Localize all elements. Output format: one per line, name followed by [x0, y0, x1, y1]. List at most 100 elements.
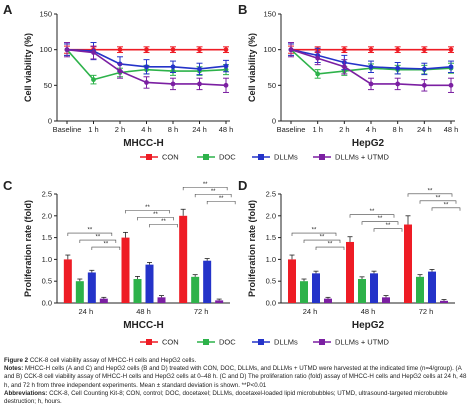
bar: [133, 279, 142, 303]
bar: [416, 276, 424, 303]
x-tick-label: 1 h: [88, 125, 98, 134]
x-tick-label: 24 h: [192, 125, 207, 134]
panel-letter: B: [238, 2, 247, 17]
legend-swatch: [203, 339, 209, 345]
legend-swatch: [319, 339, 325, 345]
legend-swatch: [258, 154, 264, 160]
group-title: MHCC-H: [123, 138, 164, 149]
legend-label: DLLMs: [274, 338, 298, 347]
legend-label: DLLMs: [274, 153, 298, 162]
data-point: [144, 47, 149, 53]
x-tick-label: 4 h: [366, 125, 376, 134]
data-point: [368, 81, 374, 87]
y-tick-label: 0.5: [266, 277, 276, 286]
legend-swatch: [146, 154, 152, 160]
data-point: [91, 77, 96, 83]
legend-swatch: [319, 154, 325, 160]
significance-bracket: [79, 239, 117, 244]
bar: [157, 297, 166, 303]
data-point: [170, 47, 176, 53]
panel-b: B 0 50 100 150 Cell viability (%) Baseline 1 h 2…: [238, 2, 458, 149]
group-title: MHCC-H: [123, 320, 164, 331]
legend-bottom: CON DOC DLLMs DLLMs + UTMD: [140, 338, 390, 347]
x-tick-label: 2 h: [115, 125, 125, 134]
significance-label: **: [145, 205, 150, 211]
x-tick-label: Baseline: [53, 125, 82, 134]
group-title: HepG2: [352, 320, 385, 331]
caption-abbrev-label: Abbreviations:: [4, 389, 48, 397]
panel-a: A 0 50 100 150 Cell viability (%) Baseline 1 h 2…: [3, 2, 233, 149]
significance-bracket: [431, 207, 461, 211]
figure-caption: Figure 2 CCK-8 cell viability assay of M…: [4, 357, 470, 406]
bar: [300, 281, 308, 303]
bar: [179, 215, 188, 303]
significance-bracket: [303, 239, 341, 244]
y-tick-label: 1.5: [266, 233, 276, 242]
x-tick-label: 48 h: [219, 125, 234, 134]
data-point: [197, 66, 202, 72]
y-tick-label: 1.0: [266, 255, 276, 264]
data-point: [64, 47, 70, 53]
x-tick-label: 1 h: [312, 125, 322, 134]
significance-bracket: [315, 246, 345, 251]
y-tick-label: 1.5: [42, 233, 52, 242]
x-tick-label: 48 h: [361, 307, 376, 316]
bar: [324, 298, 332, 303]
y-tick-label: 150: [263, 10, 276, 19]
caption-notes-label: Notes:: [4, 365, 24, 373]
data-point: [368, 47, 374, 53]
bar: [63, 259, 72, 303]
data-point: [315, 55, 321, 61]
caption-notes-text: MHCC-H cells (A and C) and HepG2 cells (…: [4, 365, 467, 389]
x-tick-label: 8 h: [168, 125, 178, 134]
significance-bracket: [125, 210, 170, 214]
significance-bracket: [182, 186, 228, 191]
legend-top: CON DOC DLLMs DLLMs + UTMD: [140, 153, 390, 162]
bar: [370, 273, 378, 303]
data-point: [223, 82, 229, 88]
y-tick-label: 100: [263, 45, 276, 54]
y-axis-title: Proliferation rate (fold): [247, 200, 257, 297]
legend-label: DLLMs + UTMD: [335, 338, 390, 347]
y-tick-label: 50: [268, 81, 276, 90]
significance-bracket: [419, 200, 457, 204]
y-axis-title: Cell viability (%): [247, 33, 257, 102]
caption-figure-title: CCK-8 cell viability assay of MHCC-H cel…: [29, 357, 197, 364]
data-point: [117, 68, 123, 74]
x-tick-label: 8 h: [392, 125, 402, 134]
bar: [428, 271, 436, 303]
x-tick-label: 48 h: [136, 307, 151, 316]
data-point: [223, 47, 229, 53]
legend-label: CON: [162, 338, 179, 347]
group-title: HepG2: [352, 138, 385, 149]
caption-notes: Notes: MHCC-H cells (A and C) and HepG2 …: [4, 365, 470, 390]
data-point: [395, 65, 401, 71]
significance-bracket: [149, 224, 178, 228]
y-axis-title: Cell viability (%): [23, 33, 33, 102]
significance-label: **: [386, 223, 391, 229]
figure: A 0 50 100 150 Cell viability (%) Baseline 1 h 2…: [3, 2, 461, 347]
y-tick-label: 0.5: [42, 277, 52, 286]
data-point: [448, 64, 454, 70]
bar: [145, 264, 154, 303]
significance-label: **: [444, 202, 449, 208]
y-tick-label: 150: [39, 10, 52, 19]
legend-label: DOC: [219, 338, 236, 347]
panel-letter: A: [3, 2, 13, 17]
significance-bracket: [373, 228, 403, 232]
caption-abbrev-text: CCK-8, Cell Counting Kit-8; CON, control…: [4, 389, 448, 406]
y-tick-label: 2.0: [266, 211, 276, 220]
y-tick-label: 0: [48, 117, 52, 126]
y-tick-label: 0: [272, 117, 276, 126]
data-point: [91, 50, 96, 55]
significance-label: **: [320, 235, 325, 241]
legend-swatch: [258, 339, 264, 345]
significance-label: **: [87, 228, 92, 234]
x-tick-label: 48 h: [444, 125, 459, 134]
data-point: [170, 81, 176, 87]
x-tick-label: 24 h: [79, 307, 94, 316]
y-axis-title: Proliferation rate (fold): [23, 200, 33, 297]
legend-swatch: [146, 339, 152, 345]
data-point: [197, 81, 202, 87]
x-tick-label: 24 h: [417, 125, 432, 134]
